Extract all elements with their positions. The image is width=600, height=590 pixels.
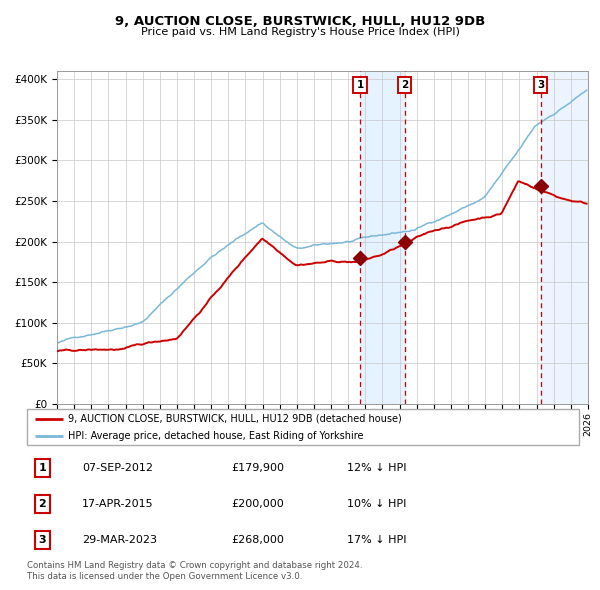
- Text: 07-SEP-2012: 07-SEP-2012: [82, 463, 153, 473]
- Text: 29-MAR-2023: 29-MAR-2023: [82, 535, 157, 545]
- Text: 10% ↓ HPI: 10% ↓ HPI: [347, 499, 407, 509]
- Text: 17-APR-2015: 17-APR-2015: [82, 499, 154, 509]
- Text: £200,000: £200,000: [231, 499, 284, 509]
- Text: 1: 1: [38, 463, 46, 473]
- Text: 3: 3: [537, 80, 544, 90]
- Text: 2: 2: [401, 80, 408, 90]
- Text: 2: 2: [38, 499, 46, 509]
- Bar: [360, 71, 404, 404]
- Text: £268,000: £268,000: [231, 535, 284, 545]
- Text: 1: 1: [356, 80, 364, 90]
- Text: Contains HM Land Registry data © Crown copyright and database right 2024.: Contains HM Land Registry data © Crown c…: [27, 560, 362, 569]
- Text: Price paid vs. HM Land Registry's House Price Index (HPI): Price paid vs. HM Land Registry's House …: [140, 27, 460, 37]
- Text: 17% ↓ HPI: 17% ↓ HPI: [347, 535, 407, 545]
- Text: This data is licensed under the Open Government Licence v3.0.: This data is licensed under the Open Gov…: [27, 572, 302, 581]
- Bar: [541, 71, 588, 404]
- Text: HPI: Average price, detached house, East Riding of Yorkshire: HPI: Average price, detached house, East…: [68, 431, 364, 441]
- Text: 3: 3: [38, 535, 46, 545]
- Text: 12% ↓ HPI: 12% ↓ HPI: [347, 463, 407, 473]
- Text: 9, AUCTION CLOSE, BURSTWICK, HULL, HU12 9DB (detached house): 9, AUCTION CLOSE, BURSTWICK, HULL, HU12 …: [68, 414, 402, 424]
- Text: £179,900: £179,900: [231, 463, 284, 473]
- Text: 9, AUCTION CLOSE, BURSTWICK, HULL, HU12 9DB: 9, AUCTION CLOSE, BURSTWICK, HULL, HU12 …: [115, 15, 485, 28]
